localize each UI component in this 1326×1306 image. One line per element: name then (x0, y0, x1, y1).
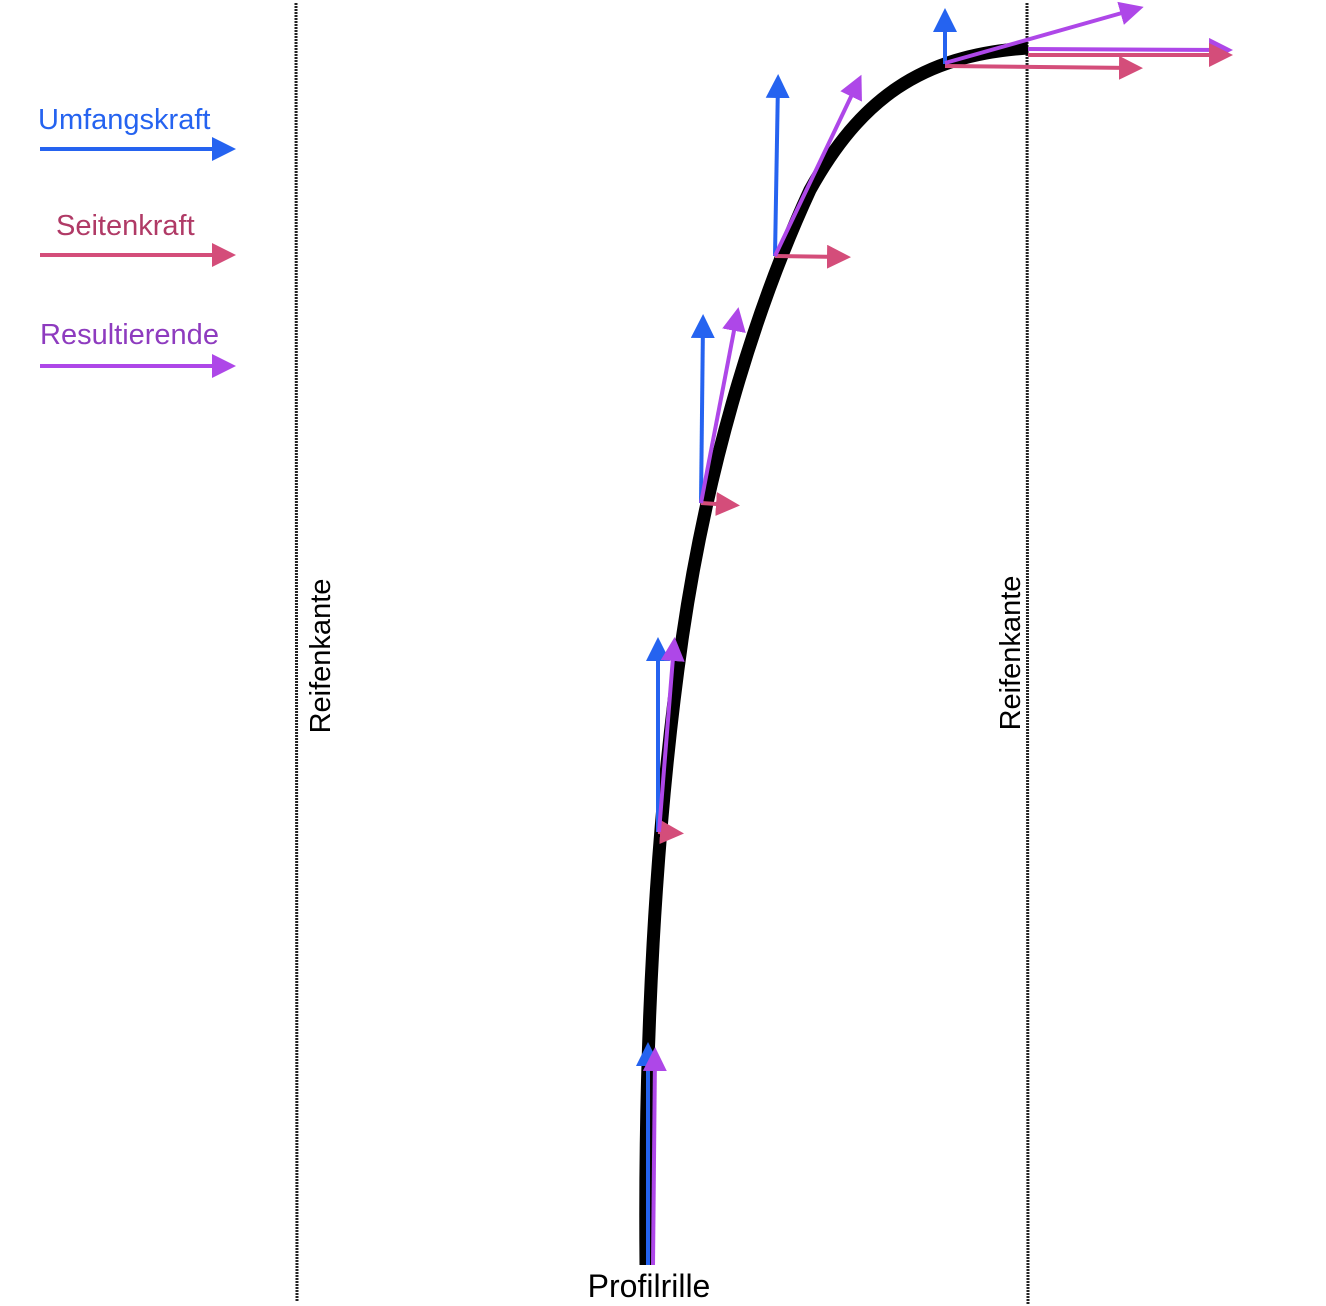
seitenkraft-arrow (657, 820, 684, 845)
seitenkraft-arrow (944, 55, 1143, 80)
groove-label: Profilrille (588, 1268, 711, 1304)
resultierende-arrow (657, 637, 685, 833)
legend-label-resultierende: Resultierende (40, 319, 219, 351)
groove-curve (639, 41, 1029, 1266)
resultierende-arrow (944, 1, 1144, 65)
resultierende-arrow (642, 1047, 667, 1266)
left-tire-edge-line (294, 2, 299, 1303)
right-edge-label: Reifenkante (995, 576, 1027, 731)
umfangskraft-arrow (690, 314, 715, 504)
legend-label-umfangskraft: Umfangskraft (38, 104, 210, 136)
right-tire-edge-line (1025, 2, 1030, 1305)
left-edge-label: Reifenkante (305, 579, 337, 734)
resultierende-arrow (1027, 37, 1233, 62)
seitenkraft-arrow (700, 491, 740, 516)
resultierende-arrow (773, 74, 862, 257)
umfangskraft-arrow (765, 74, 790, 257)
legend-label-seitenkraft: Seitenkraft (56, 210, 195, 242)
resultierende-arrow (699, 307, 746, 504)
seitenkraft-arrow (774, 244, 851, 269)
